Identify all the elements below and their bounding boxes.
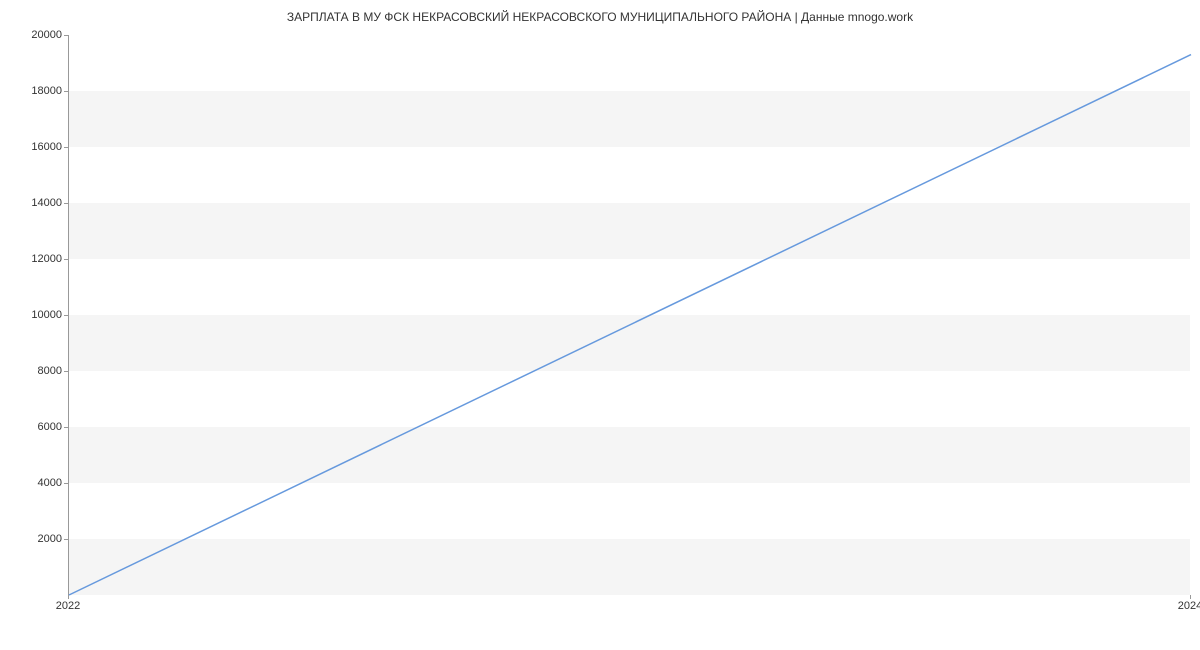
- y-tick-label: 2000: [12, 533, 62, 545]
- chart-title: ЗАРПЛАТА В МУ ФСК НЕКРАСОВСКИЙ НЕКРАСОВС…: [0, 10, 1200, 24]
- chart-line: [69, 35, 1190, 594]
- y-tick-mark: [64, 483, 68, 484]
- y-tick-mark: [64, 35, 68, 36]
- x-tick-label: 2024: [1178, 600, 1200, 612]
- y-tick-mark: [64, 371, 68, 372]
- y-tick-mark: [64, 259, 68, 260]
- y-tick-mark: [64, 203, 68, 204]
- y-tick-label: 16000: [12, 141, 62, 153]
- y-tick-mark: [64, 427, 68, 428]
- y-tick-label: 10000: [12, 309, 62, 321]
- x-tick-label: 2022: [56, 600, 80, 612]
- y-tick-label: 4000: [12, 477, 62, 489]
- y-tick-label: 18000: [12, 85, 62, 97]
- y-tick-label: 20000: [12, 29, 62, 41]
- plot-area: [68, 35, 1190, 595]
- y-tick-mark: [64, 315, 68, 316]
- y-tick-mark: [64, 147, 68, 148]
- y-tick-label: 12000: [12, 253, 62, 265]
- x-tick-mark: [1190, 595, 1191, 599]
- y-tick-mark: [64, 539, 68, 540]
- y-tick-label: 6000: [12, 421, 62, 433]
- x-tick-mark: [68, 595, 69, 599]
- y-tick-label: 14000: [12, 197, 62, 209]
- y-tick-mark: [64, 91, 68, 92]
- y-tick-label: 8000: [12, 365, 62, 377]
- chart-container: ЗАРПЛАТА В МУ ФСК НЕКРАСОВСКИЙ НЕКРАСОВС…: [0, 0, 1200, 650]
